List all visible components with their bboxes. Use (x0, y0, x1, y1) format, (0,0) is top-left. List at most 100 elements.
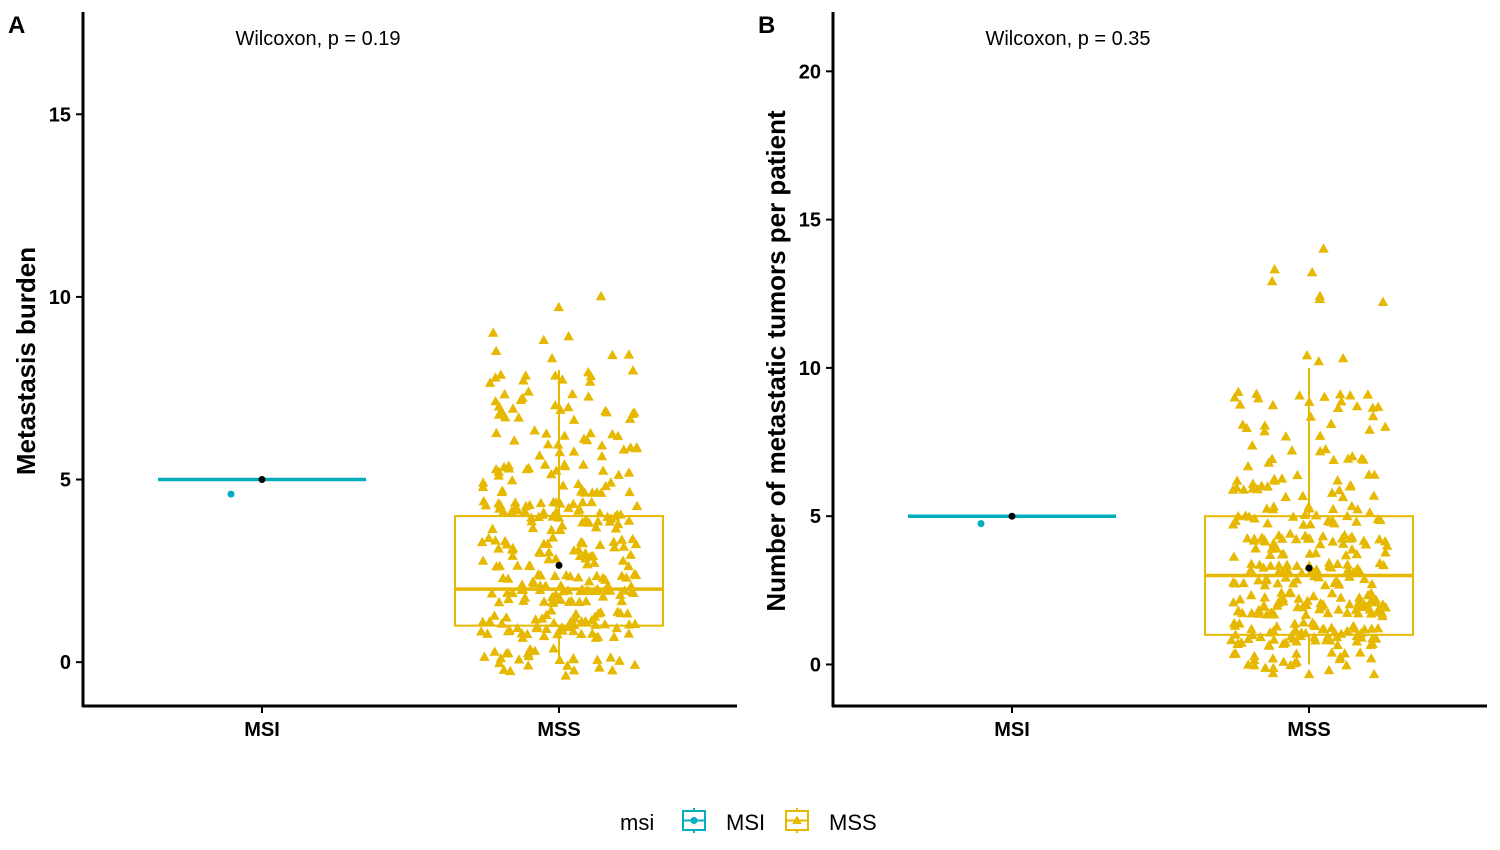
data-point (568, 625, 579, 636)
data-point (1238, 577, 1249, 588)
data-point (1326, 647, 1338, 657)
data-point (1242, 533, 1253, 543)
data-point (624, 413, 636, 423)
data-point (1318, 243, 1329, 253)
data-point (1234, 399, 1246, 409)
legend-marker (690, 817, 698, 824)
data-point (550, 399, 561, 410)
y-tick-label: 10 (799, 358, 821, 380)
data-point (1348, 620, 1359, 631)
legend-key-msi (682, 808, 706, 833)
data-point (564, 571, 576, 581)
data-point (546, 524, 557, 534)
data-point (1346, 532, 1357, 542)
data-point (1376, 607, 1388, 618)
y-axis-title: Number of metastatic tumors per patient (761, 110, 791, 612)
data-point (1326, 487, 1338, 497)
data-point (559, 430, 570, 440)
data-point (625, 549, 636, 559)
data-point (1264, 627, 1276, 637)
data-point (1346, 500, 1358, 511)
data-point (1304, 548, 1315, 558)
data-point (596, 440, 608, 450)
data-point (559, 459, 570, 469)
data-point (1301, 599, 1312, 610)
data-point (490, 535, 501, 545)
y-tick-label: 15 (799, 210, 821, 232)
data-point (1265, 560, 1276, 570)
data-point (623, 515, 635, 525)
data-point (597, 572, 609, 582)
data-point (538, 596, 550, 606)
data-point (1342, 453, 1354, 463)
data-point (1258, 600, 1269, 610)
data-point (1289, 618, 1300, 628)
data-point (1228, 597, 1239, 607)
x-tick-label: MSI (994, 719, 1030, 741)
data-point (1267, 503, 1279, 514)
data-point (611, 622, 622, 633)
data-point (1277, 596, 1289, 606)
data-point (549, 570, 561, 581)
data-point (576, 616, 587, 626)
data-point (619, 585, 630, 595)
data-point (1342, 607, 1353, 617)
data-point (625, 581, 637, 591)
data-point (1247, 629, 1258, 640)
data-point (1350, 604, 1362, 615)
data-point (1232, 605, 1244, 616)
data-point (516, 579, 528, 589)
data-point (607, 665, 618, 675)
data-point (580, 547, 591, 558)
data-point (1303, 668, 1315, 679)
data-point (612, 518, 624, 529)
y-tick-label: 10 (49, 287, 71, 309)
data-point (1358, 601, 1370, 612)
data-point (1278, 638, 1289, 648)
data-point (612, 430, 624, 441)
data-point (1344, 571, 1355, 581)
y-tick-label: 20 (799, 61, 821, 83)
data-point (1342, 559, 1353, 569)
data-point (562, 660, 573, 670)
data-point (573, 572, 584, 582)
data-point (1264, 608, 1276, 618)
data-point (1280, 491, 1291, 501)
data-point (1309, 570, 1320, 581)
data-point (622, 608, 633, 618)
box-mss (1204, 243, 1414, 679)
data-point (1293, 593, 1304, 603)
data-point (590, 522, 602, 532)
data-point (1325, 418, 1337, 428)
data-point (554, 447, 565, 457)
data-point (1255, 631, 1266, 642)
data-point (1278, 548, 1289, 558)
data-point (483, 532, 494, 543)
data-point (621, 572, 632, 582)
data-point (585, 427, 596, 438)
data-point (557, 374, 568, 384)
data-point (1288, 633, 1299, 643)
data-point (1253, 393, 1264, 403)
data-point (1291, 648, 1302, 658)
data-point (507, 542, 519, 553)
data-point (627, 408, 639, 418)
data-point (1302, 533, 1314, 543)
data-point (540, 580, 551, 590)
data-point (1352, 504, 1363, 514)
data-point (499, 412, 511, 422)
data-point (533, 569, 544, 579)
data-point (1245, 589, 1257, 600)
data-point (1288, 511, 1299, 521)
data-point (528, 577, 540, 588)
data-point (1351, 400, 1363, 411)
data-point (1368, 668, 1380, 679)
data-point (1308, 590, 1319, 601)
data-point (1337, 491, 1349, 502)
x-tick-label: MSI (244, 719, 280, 741)
data-point (586, 496, 597, 507)
data-point (1335, 628, 1347, 638)
data-point (1280, 572, 1291, 582)
data-point (1250, 543, 1261, 553)
data-point (489, 646, 500, 656)
